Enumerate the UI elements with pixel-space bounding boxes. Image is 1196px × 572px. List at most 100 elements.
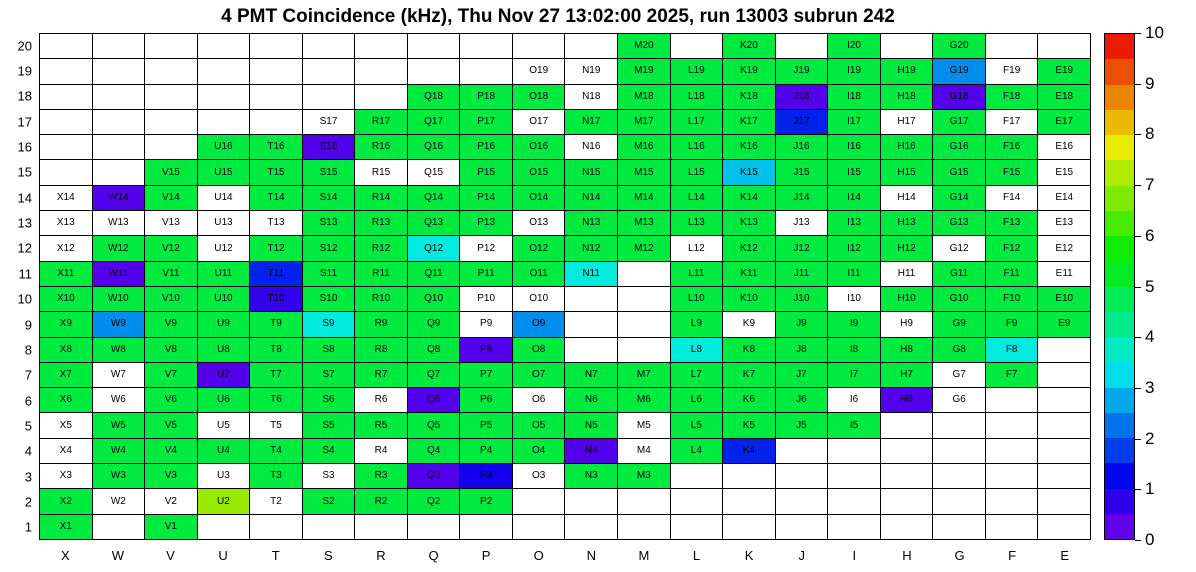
heatmap-cell: V7	[145, 362, 197, 388]
heatmap-cell: W2	[92, 489, 145, 514]
heatmap-cell: N11	[565, 261, 618, 286]
heatmap-cell: L10	[670, 286, 723, 312]
heatmap-cell: S11	[302, 261, 355, 286]
heatmap-cell	[197, 514, 250, 539]
heatmap-cell	[985, 464, 1038, 489]
heatmap-cell: H9	[880, 312, 933, 337]
heatmap-cell: G15	[933, 160, 985, 185]
heatmap-cell: N19	[565, 59, 618, 84]
heatmap-cell: O3	[512, 464, 565, 489]
heatmap-cell: F11	[985, 261, 1038, 286]
heatmap-cell: F13	[985, 211, 1038, 236]
heatmap-cell: L16	[670, 135, 723, 160]
heatmap-cell: R12	[355, 236, 407, 261]
heatmap-cell	[145, 84, 197, 109]
heatmap-cell: M12	[618, 236, 670, 261]
heatmap-cell: J17	[775, 109, 828, 135]
heatmap-cell: E17	[1038, 109, 1090, 135]
heatmap-cell: G16	[933, 135, 985, 160]
heatmap-cell: R4	[355, 438, 407, 464]
y-axis-tick-label: 16	[17, 139, 32, 155]
heatmap-cell	[197, 59, 250, 84]
heatmap-cell: R11	[355, 261, 407, 286]
heatmap-cell: P17	[460, 109, 512, 135]
heatmap-cell	[145, 135, 197, 160]
heatmap-cell: S8	[302, 337, 355, 362]
heatmap-cell: K14	[723, 185, 775, 211]
heatmap-cell: W5	[92, 413, 145, 438]
colorbar-band	[1105, 185, 1134, 211]
colorbar-tick	[1135, 134, 1141, 136]
heatmap-cell	[670, 34, 723, 59]
heatmap-cell: M20	[618, 34, 670, 59]
heatmap-cell	[250, 59, 302, 84]
heatmap-cell: P12	[460, 236, 512, 261]
heatmap-cell: R2	[355, 489, 407, 514]
heatmap-cell: I20	[828, 34, 880, 59]
heatmap-cell: P16	[460, 135, 512, 160]
heatmap-cell: F19	[985, 59, 1038, 84]
heatmap-cell: T12	[250, 236, 302, 261]
heatmap-grid: M20 K20 I20 G20 O19 N19 M19 L19 K19 J19 I19 H19 G19 F…	[39, 33, 1091, 540]
heatmap-cell: Q2	[407, 489, 460, 514]
heatmap-cell	[145, 34, 197, 59]
heatmap-cell: F18	[985, 84, 1038, 109]
heatmap-cell: R7	[355, 362, 407, 388]
heatmap-cell: L9	[670, 312, 723, 337]
heatmap-cell	[933, 413, 985, 438]
heatmap-cell: X5	[40, 413, 92, 438]
heatmap-cell: E15	[1038, 160, 1090, 185]
heatmap-cell: N12	[565, 236, 618, 261]
x-axis-tick-label: E	[1060, 548, 1070, 563]
heatmap-cell: J14	[775, 185, 828, 211]
heatmap-cell: H10	[880, 286, 933, 312]
heatmap-cell: U9	[197, 312, 250, 337]
heatmap-cell: O19	[512, 59, 565, 84]
heatmap-cell: P7	[460, 362, 512, 388]
heatmap-cell	[407, 59, 460, 84]
heatmap-cell: P15	[460, 160, 512, 185]
heatmap-cell	[512, 34, 565, 59]
heatmap-cell	[92, 34, 145, 59]
heatmap-cell: G10	[933, 286, 985, 312]
heatmap-cell: E10	[1038, 286, 1090, 312]
heatmap-cell: R16	[355, 135, 407, 160]
y-axis-tick-label: 17	[17, 114, 32, 130]
heatmap-cell: R5	[355, 413, 407, 438]
heatmap-cell: W10	[92, 286, 145, 312]
colorbar-tick-label: 0	[1145, 530, 1155, 549]
heatmap-cell: W3	[92, 464, 145, 489]
heatmap-cell: K10	[723, 286, 775, 312]
colorbar-tick	[1135, 185, 1141, 187]
heatmap-cell	[775, 464, 828, 489]
heatmap-cell: J15	[775, 160, 828, 185]
heatmap-cell: T10	[250, 286, 302, 312]
heatmap-cell: S3	[302, 464, 355, 489]
heatmap-cell: T2	[250, 489, 302, 514]
heatmap-cell: K13	[723, 211, 775, 236]
heatmap-cell: K11	[723, 261, 775, 286]
heatmap-cell: T4	[250, 438, 302, 464]
heatmap-cell: R8	[355, 337, 407, 362]
heatmap-cell: N7	[565, 362, 618, 388]
y-axis-tick-label: 4	[24, 443, 32, 459]
heatmap-cell: K5	[723, 413, 775, 438]
heatmap-cell: X4	[40, 438, 92, 464]
heatmap-cell: J12	[775, 236, 828, 261]
heatmap-cell	[1038, 362, 1090, 388]
colorbar-band	[1105, 286, 1134, 312]
heatmap-cell	[565, 312, 618, 337]
heatmap-cell: I9	[828, 312, 880, 337]
heatmap-cell: X3	[40, 464, 92, 489]
heatmap-cell: O16	[512, 135, 565, 160]
heatmap-cell: H14	[880, 185, 933, 211]
heatmap-cell: E9	[1038, 312, 1090, 337]
heatmap-cell: S17	[302, 109, 355, 135]
heatmap-cell: H7	[880, 362, 933, 388]
x-axis-tick-label: I	[852, 548, 857, 563]
y-axis-tick-label: 20	[17, 38, 32, 54]
heatmap-cell: K7	[723, 362, 775, 388]
heatmap-cell: P13	[460, 211, 512, 236]
heatmap-cell: X10	[40, 286, 92, 312]
heatmap-cell: S5	[302, 413, 355, 438]
